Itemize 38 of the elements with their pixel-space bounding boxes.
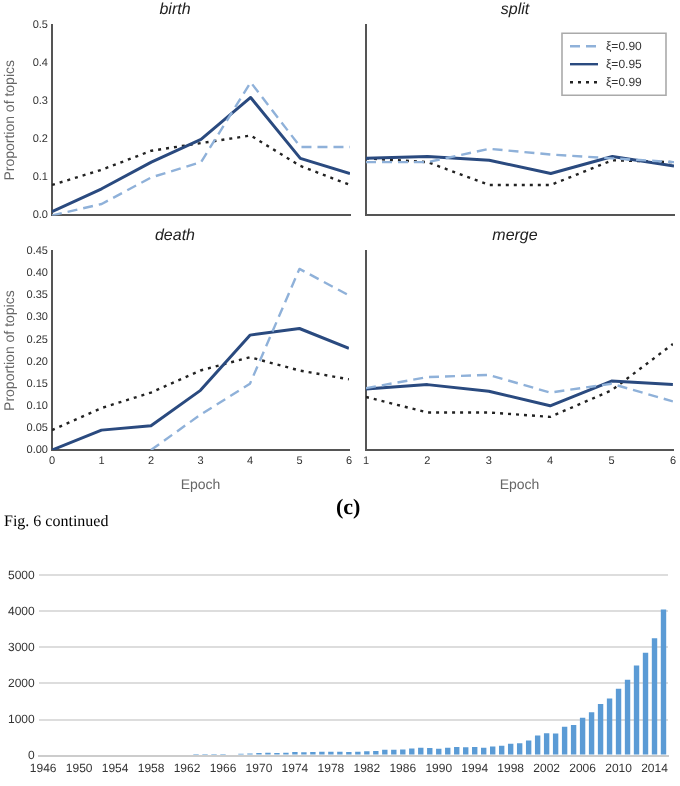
line-series (52, 356, 349, 432)
bar (427, 748, 433, 755)
chart-title: birth (159, 0, 192, 19)
line-series (52, 134, 350, 187)
bar (570, 724, 577, 755)
bar (463, 747, 469, 755)
bar (418, 747, 424, 755)
bar (516, 743, 523, 755)
bar (534, 735, 541, 755)
chart-title: merge (492, 226, 539, 245)
bar (642, 652, 649, 755)
bar (445, 747, 451, 755)
bar (472, 746, 478, 755)
bar (615, 688, 622, 755)
bar (552, 733, 559, 755)
caption: Fig. 6 continued (4, 512, 109, 530)
bar (660, 609, 667, 755)
bar (633, 665, 640, 755)
bar (651, 638, 658, 755)
line-series (149, 267, 349, 450)
bar (606, 698, 613, 755)
bar (490, 746, 496, 755)
bar (597, 704, 604, 755)
text: (c) (336, 496, 363, 520)
bar (507, 743, 514, 755)
bar (561, 726, 568, 755)
bar (436, 748, 442, 755)
bar (454, 746, 460, 755)
bar (409, 748, 415, 755)
bar (498, 745, 505, 755)
bar (579, 717, 586, 755)
chart-title: death (154, 226, 197, 245)
bar (525, 740, 532, 755)
bar (588, 712, 595, 755)
bar (481, 747, 487, 755)
chart-title: split (500, 0, 531, 19)
bar (543, 733, 550, 755)
bar (624, 679, 631, 755)
